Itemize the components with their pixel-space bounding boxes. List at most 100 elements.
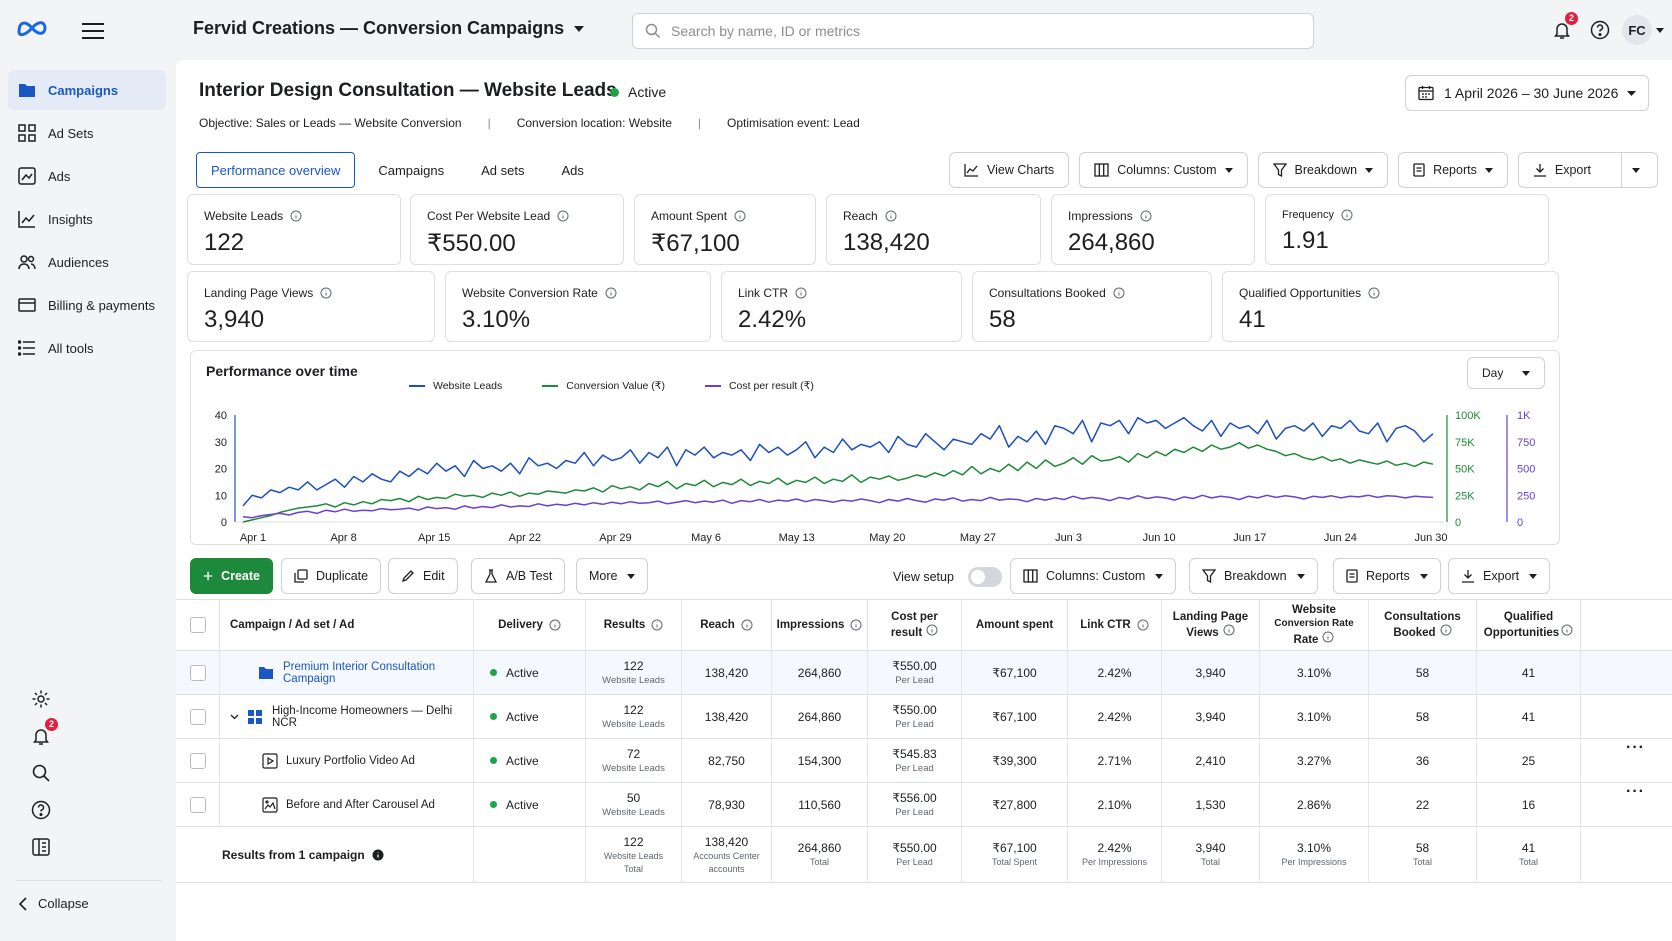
- export-label: Export: [1483, 569, 1520, 583]
- column-header-impressions[interactable]: Impressions: [772, 600, 868, 650]
- info-icon[interactable]: [605, 287, 617, 299]
- wcr-cell: 3.10%: [1260, 651, 1369, 694]
- column-header-consultations-booked[interactable]: Consultations Booked: [1369, 600, 1477, 650]
- sidebar-item-ad-sets[interactable]: Ad Sets: [8, 113, 166, 153]
- breakdown-button[interactable]: Breakdown: [1257, 152, 1389, 188]
- status-dot: [490, 713, 497, 720]
- table-row[interactable]: Premium Interior Consultation Campaign A…: [176, 651, 1672, 695]
- ad-name[interactable]: Luxury Portfolio Video Ad: [286, 754, 415, 767]
- table-row[interactable]: High-Income Homeowners — Delhi NCR Activ…: [176, 695, 1672, 739]
- column-header-conversion-rate[interactable]: Website Conversion Rate Rate: [1260, 600, 1369, 650]
- info-icon[interactable]: [320, 287, 332, 299]
- help-icon[interactable]: [28, 797, 54, 823]
- tab-ads[interactable]: Ads: [561, 162, 584, 178]
- info-icon[interactable]: [557, 210, 569, 222]
- column-header-reach[interactable]: Reach: [682, 600, 772, 650]
- row-checkbox[interactable]: [189, 664, 206, 681]
- column-header-link-ctr[interactable]: Link CTR: [1068, 600, 1162, 650]
- export-button[interactable]: Export: [1517, 152, 1658, 188]
- reach-cell: 82,750: [682, 739, 772, 782]
- info-icon[interactable]: [1140, 210, 1152, 222]
- spent-cell: ₹27,800: [962, 783, 1068, 826]
- duplicate-button[interactable]: Duplicate: [281, 558, 382, 594]
- legend-item[interactable]: Cost per result (₹): [704, 380, 814, 392]
- breakdown-button[interactable]: Breakdown: [1189, 558, 1318, 594]
- edit-button[interactable]: Edit: [388, 558, 458, 594]
- reports-button[interactable]: Reports: [1398, 152, 1508, 188]
- footer-value: 58: [1415, 841, 1430, 855]
- ad-name[interactable]: Before and After Carousel Ad: [286, 798, 435, 811]
- campaign-name-link[interactable]: Premium Interior Consultation Campaign: [283, 660, 436, 685]
- caret-down-icon: [1484, 167, 1493, 173]
- table-row[interactable]: Before and After Carousel Ad Active 50 We…: [176, 783, 1672, 827]
- search-icon[interactable]: [28, 760, 54, 786]
- notifications-button[interactable]: 2: [1546, 12, 1578, 46]
- toggle-switch[interactable]: [967, 567, 1002, 587]
- legend-item[interactable]: Website Leads: [409, 380, 502, 392]
- sidebar-item-insights[interactable]: Insights: [8, 199, 166, 239]
- info-icon[interactable]: [885, 210, 897, 222]
- view-setup-toggle[interactable]: View setup: [893, 567, 1002, 587]
- export-dropdown[interactable]: [1621, 153, 1657, 187]
- sidebar-item-campaigns[interactable]: Campaigns: [8, 70, 166, 110]
- column-header-results[interactable]: Results: [586, 600, 682, 650]
- info-icon[interactable]: [1368, 287, 1380, 299]
- granularity-select[interactable]: Day: [1467, 357, 1545, 389]
- sidebar-item-all-tools[interactable]: All tools: [8, 328, 166, 368]
- plus-icon: [203, 571, 213, 581]
- sidebar-item-audiences[interactable]: Audiences: [8, 242, 166, 282]
- info-icon[interactable]: [1113, 287, 1125, 299]
- view-charts-button[interactable]: View Charts: [949, 152, 1070, 188]
- info-icon[interactable]: [734, 210, 746, 222]
- table-row[interactable]: Luxury Portfolio Video Ad Active 72 Websi…: [176, 739, 1672, 783]
- gear-icon[interactable]: [28, 686, 54, 712]
- column-header-amount-spent[interactable]: Amount spent: [962, 600, 1068, 650]
- header-label: Impressions: [776, 619, 845, 631]
- ab-test-button[interactable]: A/B Test: [471, 558, 566, 594]
- sidebar-item-ads[interactable]: Ads: [8, 156, 166, 196]
- search-input[interactable]: [671, 23, 1271, 39]
- column-header-delivery[interactable]: Delivery: [474, 600, 586, 650]
- sidebar-item-billing[interactable]: Billing & payments: [8, 285, 166, 325]
- column-header-cost-per-result[interactable]: Cost per result: [868, 600, 962, 650]
- metric-value: 264,860: [1068, 229, 1155, 256]
- info-icon[interactable]: [795, 287, 807, 299]
- legend-item[interactable]: Conversion Value (₹): [542, 380, 665, 392]
- date-range-picker[interactable]: 1 April 2026 – 30 June 2026: [1405, 75, 1649, 111]
- info-icon[interactable]: [1341, 209, 1353, 221]
- collapse-button[interactable]: Collapse: [18, 896, 89, 911]
- meta-logo-icon[interactable]: [16, 18, 48, 41]
- calendar-icon: [1418, 86, 1434, 101]
- row-checkbox[interactable]: [189, 752, 206, 769]
- bell-icon[interactable]: 2: [28, 718, 58, 749]
- row-checkbox[interactable]: [189, 708, 206, 725]
- columns-button[interactable]: Columns: Custom: [1079, 152, 1248, 188]
- cpr-value: ₹550.00: [892, 659, 937, 673]
- column-header-qualified-opportunities[interactable]: Qualified Opportunities: [1477, 600, 1581, 650]
- help-button[interactable]: [1584, 14, 1616, 46]
- avatar[interactable]: FC: [1622, 15, 1652, 45]
- select-all-checkbox[interactable]: [189, 617, 206, 633]
- account-selector[interactable]: Fervid Creations — Conversion Campaigns: [193, 18, 585, 39]
- columns-button[interactable]: Columns: Custom: [1010, 558, 1177, 594]
- column-header-name[interactable]: Campaign / Ad set / Ad: [220, 600, 474, 650]
- tab-ad-sets[interactable]: Ad sets: [481, 162, 525, 178]
- column-header-landing-page-views[interactable]: Landing Page Views: [1162, 600, 1260, 650]
- reports-button[interactable]: Reports: [1333, 558, 1441, 594]
- caret-down-icon[interactable]: [1656, 27, 1664, 33]
- create-button[interactable]: Create: [190, 558, 273, 594]
- tab-performance-overview[interactable]: Performance overview: [196, 152, 356, 188]
- tab-campaigns[interactable]: Campaigns: [378, 162, 445, 178]
- more-options-icon[interactable]: ···: [1626, 739, 1645, 756]
- info-icon[interactable]: [290, 210, 302, 222]
- more-button[interactable]: More: [576, 558, 649, 594]
- footer-label: Results from 1 campaign: [222, 847, 365, 862]
- row-checkbox[interactable]: [189, 796, 206, 813]
- adset-name[interactable]: High-Income Homeowners — Delhi NCR: [272, 704, 453, 729]
- chevron-down-icon[interactable]: [230, 714, 239, 720]
- menu-icon[interactable]: [82, 22, 104, 43]
- more-options-icon[interactable]: ···: [1626, 783, 1645, 800]
- info-icon[interactable]: [372, 849, 384, 861]
- export-button[interactable]: Export: [1448, 558, 1551, 594]
- panel-icon[interactable]: [28, 834, 54, 860]
